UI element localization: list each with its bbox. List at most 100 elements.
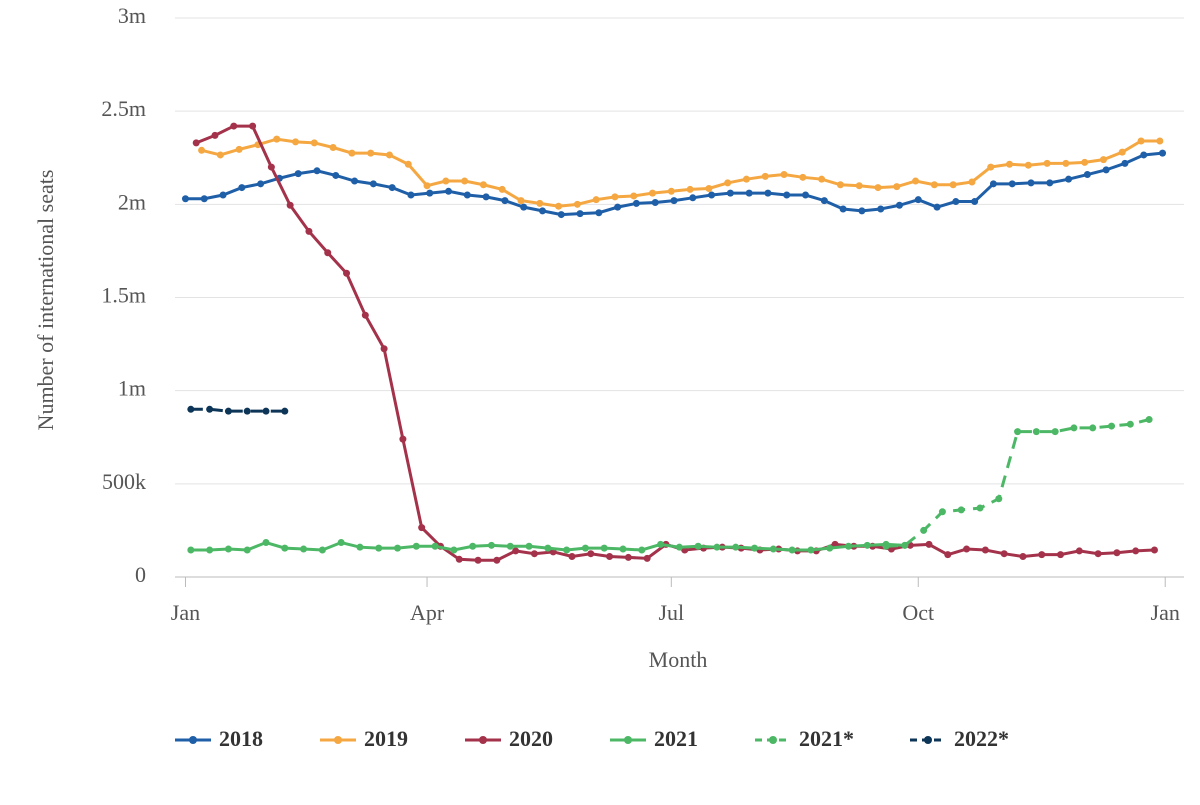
series-marker [788, 546, 796, 554]
legend-marker [334, 736, 342, 744]
series-marker [745, 189, 753, 197]
legend-label: 2021 [654, 726, 698, 751]
y-tick-label: 1m [118, 376, 146, 401]
x-tick-label: Jan [171, 600, 200, 625]
series-marker [219, 191, 227, 199]
series-marker [1094, 550, 1102, 558]
legend-marker [624, 736, 632, 744]
series-marker [925, 540, 933, 548]
series-marker [606, 553, 614, 561]
series-marker [1150, 546, 1158, 554]
series-marker [361, 311, 369, 319]
series-line [885, 418, 1150, 548]
series-marker [1062, 159, 1070, 167]
legend-label: 2019 [364, 726, 408, 751]
series-marker [557, 211, 565, 219]
series-marker [399, 435, 407, 443]
series-marker [952, 198, 960, 206]
series-marker [407, 191, 415, 199]
series-marker [1099, 156, 1107, 164]
series-marker [385, 151, 393, 159]
series-marker [206, 405, 214, 413]
series-marker [930, 181, 938, 189]
series-marker [512, 547, 520, 555]
series-marker [461, 177, 469, 185]
series-marker [694, 542, 702, 550]
series-marker [949, 181, 957, 189]
series-marker [807, 546, 815, 554]
series-marker [751, 544, 759, 552]
series-marker [820, 197, 828, 205]
series-marker [1137, 137, 1145, 145]
y-tick-label: 2.5m [101, 96, 146, 121]
series-marker [987, 163, 995, 171]
series-marker [563, 546, 571, 554]
series-marker [971, 198, 979, 206]
series-marker [1024, 161, 1032, 169]
x-tick-label: Jul [658, 600, 684, 625]
series-marker [568, 553, 576, 561]
series-marker [479, 181, 487, 189]
series-marker [450, 546, 458, 554]
legend-label: 2021* [799, 726, 854, 751]
series-marker [530, 550, 538, 558]
series-marker [249, 122, 257, 130]
series-marker [1075, 547, 1083, 555]
series-marker [426, 189, 434, 197]
series-marker [482, 193, 490, 201]
series-marker [595, 209, 603, 217]
series-marker [286, 201, 294, 209]
series-marker [657, 540, 665, 548]
series-marker [638, 546, 646, 554]
series-marker [431, 542, 439, 550]
series-marker [206, 546, 214, 554]
series-marker [724, 179, 732, 187]
series-marker [1121, 159, 1129, 167]
series-marker [632, 199, 640, 207]
series-marker [1113, 549, 1121, 557]
legend-label: 2020 [509, 726, 553, 751]
series-marker [1132, 547, 1140, 555]
series-marker [863, 541, 871, 549]
series-marker [839, 205, 847, 213]
series-marker [1038, 551, 1046, 559]
series-marker [187, 546, 195, 554]
series-marker [555, 202, 563, 210]
series-marker [783, 191, 791, 199]
series-marker [818, 175, 826, 183]
series-line [190, 407, 285, 413]
series-marker [963, 545, 971, 553]
series-marker [418, 524, 426, 532]
series-marker [619, 545, 627, 553]
series-marker [1065, 175, 1073, 183]
series-marker [375, 544, 383, 552]
series-marker [882, 542, 890, 550]
series-marker [912, 177, 920, 185]
series-marker [944, 551, 952, 559]
series-marker [675, 543, 683, 551]
series-marker [1070, 424, 1078, 432]
series-marker [914, 196, 922, 204]
series-marker [337, 539, 345, 547]
series-marker [895, 201, 903, 209]
y-tick-label: 500k [102, 469, 146, 494]
series-marker [262, 407, 270, 415]
series-marker [211, 131, 219, 139]
series-marker [624, 553, 632, 561]
series-marker [525, 542, 533, 550]
series-marker [235, 145, 243, 153]
series-marker [281, 407, 289, 415]
x-tick-label: Apr [410, 600, 445, 625]
series-marker [423, 182, 431, 190]
series-marker [198, 146, 206, 154]
series-marker [989, 180, 997, 188]
series-marker [874, 184, 882, 192]
series-marker [230, 122, 238, 130]
series-marker [329, 144, 337, 152]
series-marker [1140, 151, 1148, 159]
series-marker [1051, 428, 1059, 436]
series-marker [517, 197, 525, 205]
series-marker [281, 544, 289, 552]
series-marker [332, 171, 340, 179]
legend-marker [924, 736, 932, 744]
